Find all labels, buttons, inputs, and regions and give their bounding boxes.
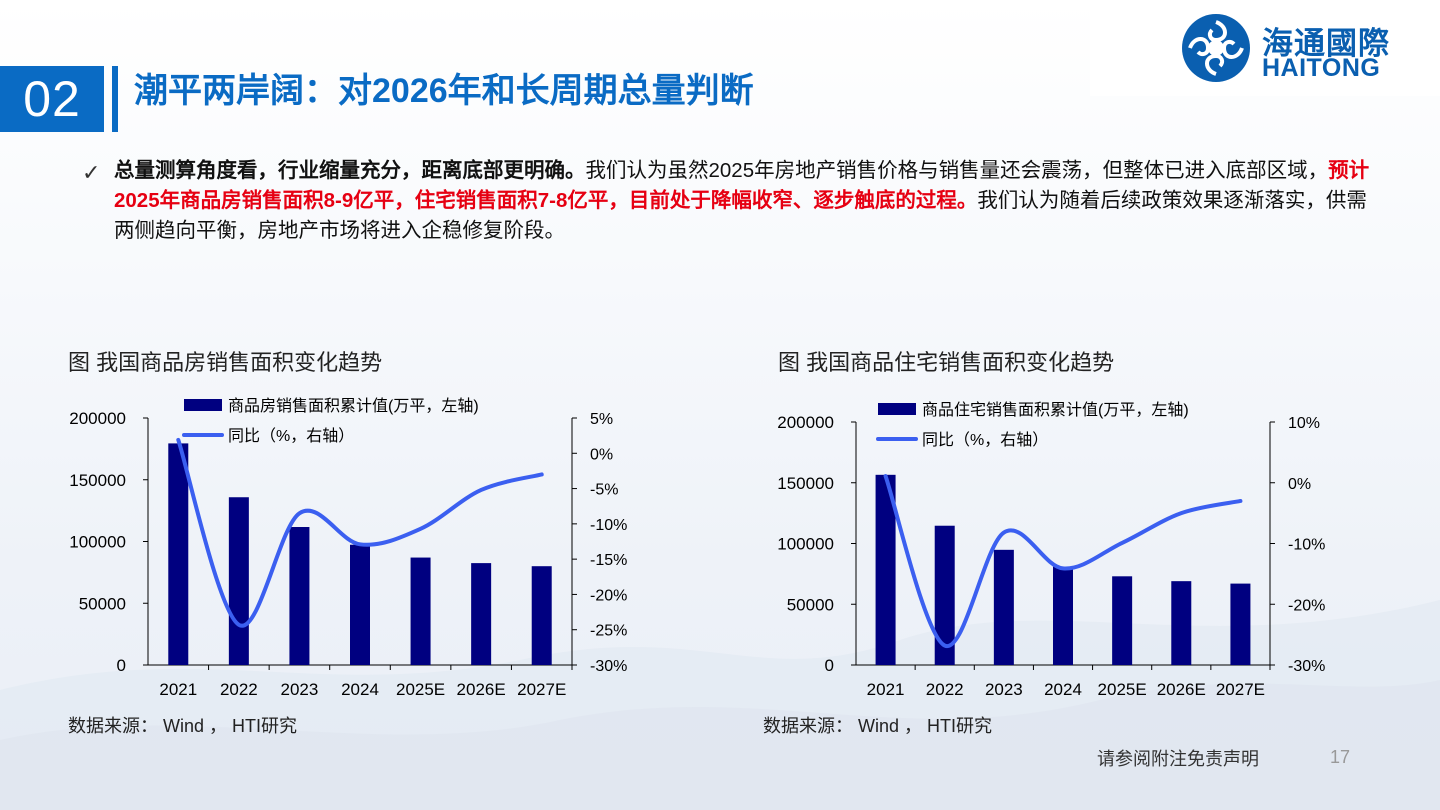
left-axis-tick-label: 200000 bbox=[777, 413, 834, 432]
logo-area bbox=[1090, 0, 1440, 96]
x-axis-tick-label: 2023 bbox=[281, 680, 319, 699]
source-note-residential: 数据来源： Wind ， HTI研究 bbox=[763, 716, 993, 736]
bar bbox=[228, 497, 249, 665]
right-axis-tick-label: 5% bbox=[590, 411, 613, 428]
right-axis-tick-label: 0% bbox=[590, 446, 613, 463]
bar bbox=[531, 566, 552, 665]
left-axis-tick-label: 0 bbox=[117, 656, 126, 675]
page-number: 17 bbox=[1330, 747, 1351, 767]
page-title: 潮平两岸阔：对2026年和长周期总量判断 bbox=[134, 72, 754, 110]
legend-line-label: 同比（%，右轴） bbox=[228, 427, 354, 445]
x-axis-tick-label: 2026E bbox=[457, 680, 506, 699]
x-axis-tick-label: 2025E bbox=[396, 680, 445, 699]
bar bbox=[350, 544, 370, 665]
right-axis-tick-label: -5% bbox=[590, 482, 618, 499]
summary-paragraph: 总量测算角度看，行业缩量充分，距离底部更明确。我们认为虽然2025年房地产销售价… bbox=[114, 156, 1374, 246]
body-text-1: 我们认为虽然2025年房地产销售价格与销售量还会震荡，但整体已进入底部区域， bbox=[585, 159, 1329, 182]
right-axis-tick-label: 0% bbox=[1288, 476, 1311, 493]
bar bbox=[993, 549, 1014, 665]
right-axis-tick-label: -10% bbox=[1288, 537, 1325, 554]
logo-english-name: HAITONG bbox=[1262, 54, 1381, 82]
disclaimer-text[interactable]: 请参阅附注免责声明 bbox=[1097, 749, 1259, 769]
x-axis-tick-label: 2022 bbox=[220, 680, 258, 699]
chart-title-commercial: 图 我国商品房销售面积变化趋势 bbox=[68, 350, 383, 375]
logo-chinese-name: 海通國際 bbox=[1262, 26, 1390, 61]
left-axis-tick-label: 0 bbox=[825, 656, 834, 675]
left-axis-tick-label: 50000 bbox=[787, 595, 834, 614]
left-axis-tick-label: 200000 bbox=[69, 409, 126, 428]
section-number: 02 bbox=[0, 66, 104, 132]
x-axis-tick-label: 2021 bbox=[867, 680, 905, 699]
yoy-series-line bbox=[883, 474, 1243, 648]
x-axis-tick-label: 2027E bbox=[1216, 680, 1265, 699]
bold-lead: 总量测算角度看，行业缩量充分，距离底部更明确。 bbox=[114, 159, 586, 182]
bar bbox=[471, 563, 492, 665]
x-axis-tick-label: 2024 bbox=[1044, 680, 1082, 699]
left-axis-tick-label: 150000 bbox=[69, 471, 126, 490]
bar bbox=[1112, 576, 1133, 665]
x-axis-tick-label: 2027E bbox=[517, 680, 566, 699]
check-icon: ✓ bbox=[82, 160, 101, 185]
bar bbox=[934, 525, 955, 665]
bar bbox=[1053, 566, 1073, 665]
right-axis-tick-label: 10% bbox=[1288, 415, 1320, 432]
bar bbox=[875, 474, 896, 665]
right-axis-tick-label: -30% bbox=[590, 658, 627, 675]
red-highlight: 预计2025年商品房销售面积8-9亿平，住宅销售面积7-8亿平，目前处于降幅收窄… bbox=[114, 159, 1370, 212]
legend-bar-label: 商品住宅销售面积累计值(万平，左轴) bbox=[922, 401, 1189, 419]
title-accent-bar bbox=[112, 66, 118, 132]
left-axis-tick-label: 150000 bbox=[777, 474, 834, 493]
legend-line-label: 同比（%，右轴） bbox=[922, 431, 1048, 449]
chart-title-residential: 图 我国商品住宅销售面积变化趋势 bbox=[778, 350, 1115, 375]
right-axis-tick-label: -20% bbox=[590, 587, 627, 604]
right-axis-tick-label: -30% bbox=[1288, 658, 1325, 675]
left-axis-tick-label: 50000 bbox=[79, 594, 126, 613]
x-axis-tick-label: 2022 bbox=[926, 680, 964, 699]
x-axis-tick-label: 2024 bbox=[341, 680, 379, 699]
yoy-series-line bbox=[176, 437, 544, 628]
legend-bar-label: 商品房销售面积累计值(万平，左轴) bbox=[228, 397, 479, 415]
haitong-logo-icon bbox=[1182, 14, 1250, 82]
legend-bar-swatch bbox=[184, 399, 222, 411]
x-axis-tick-label: 2025E bbox=[1098, 680, 1147, 699]
left-axis-tick-label: 100000 bbox=[777, 535, 834, 554]
right-axis-tick-label: -10% bbox=[590, 517, 627, 534]
bar bbox=[410, 557, 431, 665]
right-axis-tick-label: -20% bbox=[1288, 597, 1325, 614]
x-axis-tick-label: 2023 bbox=[985, 680, 1023, 699]
bar bbox=[1230, 583, 1251, 665]
legend-bar-swatch bbox=[878, 403, 916, 415]
body-text-2: 我们认为随着后续政策效果逐渐落实，供需两侧趋向平衡，房地产市场将进入企稳修复阶段… bbox=[114, 189, 1367, 242]
bar bbox=[289, 527, 310, 665]
source-note-commercial: 数据来源： Wind ， HTI研究 bbox=[68, 716, 298, 736]
left-axis-tick-label: 100000 bbox=[69, 533, 126, 552]
right-axis-tick-label: -25% bbox=[590, 623, 627, 640]
bar bbox=[168, 443, 189, 665]
x-axis-tick-label: 2026E bbox=[1157, 680, 1206, 699]
x-axis-tick-label: 2021 bbox=[159, 680, 197, 699]
bar bbox=[1171, 581, 1192, 665]
right-axis-tick-label: -15% bbox=[590, 552, 627, 569]
